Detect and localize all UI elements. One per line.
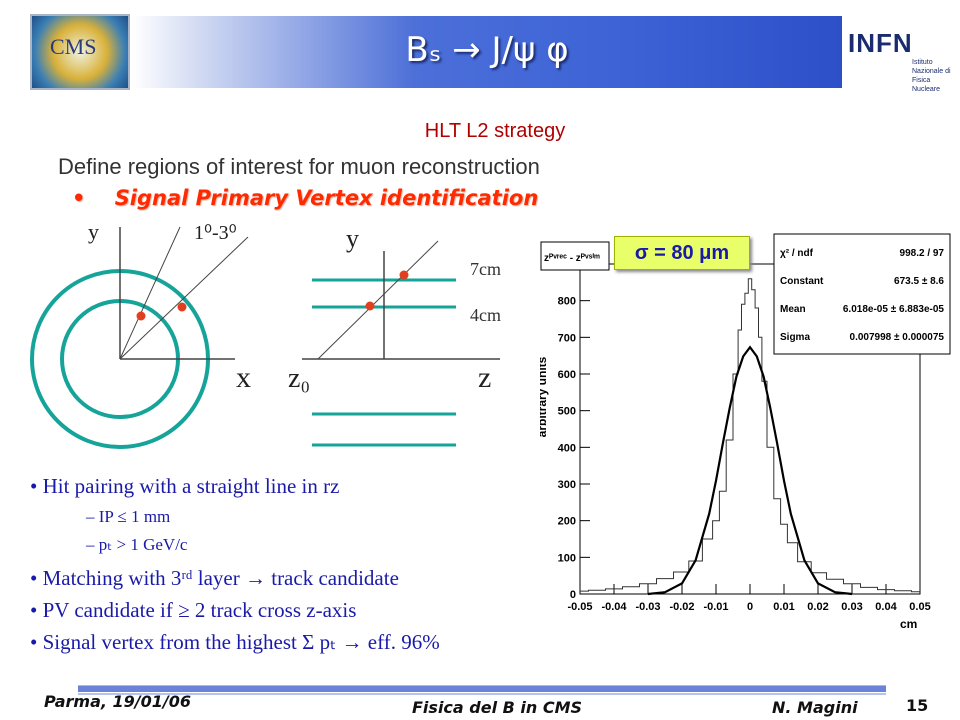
angle-label: 1⁰-3⁰ <box>194 222 237 244</box>
title-banner <box>132 16 842 88</box>
xy-y-label: y <box>88 219 99 244</box>
slide-title: Bₛ → J/ψ φ <box>405 30 569 70</box>
y-tick-label: 100 <box>558 552 576 564</box>
x-tick-label: -0.03 <box>635 601 660 613</box>
rz-view: y 7cm 4cm z₀ z <box>288 224 501 447</box>
page-number: 15 <box>906 696 929 715</box>
tracker-geometry-diagram: y 1⁰-3⁰ x y 7cm 4cm z₀ z <box>30 219 501 449</box>
xy-x-label: x <box>236 361 251 394</box>
sigma-resolution-badge: σ = 80 μm <box>614 236 750 270</box>
y-tick-label: 300 <box>558 479 576 491</box>
gaussian-fit-series <box>647 345 853 596</box>
x-tick-label: 0.03 <box>841 601 862 613</box>
rz-z-label: z <box>478 361 491 394</box>
footer-date: Parma, 19/01/06 <box>44 692 191 711</box>
legend-title-box <box>540 241 610 271</box>
signal-pv-bullet: • Signal Primary Vertex identification <box>72 186 538 210</box>
footer-author: N. Magini <box>772 698 858 717</box>
intro-line: Define regions of interest for muon reco… <box>58 154 540 179</box>
x-axis-label: cm <box>900 617 917 631</box>
stats-box <box>773 233 951 355</box>
infn-logo: INFN Istituto Nazionale di Fisica Nuclea… <box>848 20 951 93</box>
bullet-hit-pairing: • Hit pairing with a straight line in rz <box>30 474 340 498</box>
stats-name: Sigma <box>780 332 810 343</box>
bullet-signal-vertex: • Signal vertex from the highest Σ pₜ → … <box>30 630 440 654</box>
stats-value: 0.007998 ± 0.000075 <box>850 332 945 343</box>
stats-value: 673.5 ± 8.6 <box>894 276 944 287</box>
footer-divider-shadow <box>78 693 886 695</box>
stats-value: 998.2 / 97 <box>900 248 945 259</box>
inner-hit-dot <box>136 311 146 321</box>
stats-name: Mean <box>780 304 806 315</box>
outer-hit-dot <box>177 302 187 312</box>
y-tick-label: 400 <box>558 442 576 454</box>
legend-title: zᴾᵛʳᵉᶜ - zᴾᵛˢⁱᵐ <box>544 252 600 264</box>
y-tick-label: 0 <box>570 589 576 601</box>
stats-value: 6.018e-05 ± 6.883e-05 <box>843 304 945 315</box>
region-boundary-line <box>119 226 181 360</box>
z0-label: z₀ <box>288 363 310 394</box>
section-subtitle: HLT L2 strategy <box>424 120 566 142</box>
sub-bullet-ip: – IP ≤ 1 mm <box>86 507 171 526</box>
rz-inner-hit-dot <box>365 301 375 311</box>
x-tick-label: -0.04 <box>601 601 627 613</box>
rz-outer-hit-dot <box>399 270 409 280</box>
histogram-series <box>580 278 920 593</box>
y-tick-label: 700 <box>558 332 576 344</box>
label-4cm: 4cm <box>470 305 501 325</box>
bullet-pv-candidate: • PV candidate if ≥ 2 track cross z-axis <box>30 598 357 622</box>
footer-talk-title: Fisica del B in CMS <box>412 698 583 717</box>
track-line <box>119 236 249 360</box>
signal-pv-text: Signal Primary Vertex identification <box>114 186 539 210</box>
infn-logo-subtitle: Istituto Nazionale di Fisica Nucleare <box>912 59 951 93</box>
stats-name: Constant <box>780 276 824 287</box>
label-7cm: 7cm <box>470 259 501 279</box>
cms-logo-text: CMS <box>50 34 97 59</box>
y-tick-label: 500 <box>558 406 576 418</box>
rz-track-line <box>317 240 439 360</box>
bullet-marker: • <box>72 186 86 210</box>
y-tick-label: 600 <box>558 369 576 381</box>
y-axis-label: arbitrary units <box>540 356 549 437</box>
x-tick-label: -0.01 <box>703 601 728 613</box>
x-tick-label: 0.02 <box>807 601 828 613</box>
stats-name: χ² / ndf <box>780 248 814 259</box>
x-tick-label: -0.02 <box>669 601 694 613</box>
stats-entries: χ² / ndf 998.2 / 97 Constant 673.5 ± 8.6 Mea… <box>780 248 944 343</box>
y-tick-label: 800 <box>558 296 576 308</box>
x-tick-label: 0 <box>747 601 753 613</box>
x-tick-label: -0.05 <box>567 601 592 613</box>
xy-view: y 1⁰-3⁰ x <box>30 219 251 449</box>
pv-resolution-histogram: -0.05 -0.04 -0.03 -0.02 -0.01 0 0.01 0.02 0.03 0.… <box>540 232 952 632</box>
x-tick-label: 0.04 <box>875 601 897 613</box>
x-tick-label: 0.01 <box>773 601 794 613</box>
x-tick-label: 0.05 <box>909 601 930 613</box>
infn-logo-text: INFN <box>848 28 913 58</box>
footer-divider <box>78 685 886 692</box>
cms-logo: CMS <box>30 14 130 90</box>
rz-y-label: y <box>346 224 359 253</box>
bullet-matching: • Matching with 3ʳᵈ layer → track candid… <box>30 566 399 590</box>
axes-ticks: -0.05 -0.04 -0.03 -0.02 -0.01 0 0.01 0.02 0.03 0.… <box>558 296 931 613</box>
y-tick-label: 200 <box>558 516 576 528</box>
sub-bullet-pt: – pₜ > 1 GeV/c <box>86 535 188 554</box>
